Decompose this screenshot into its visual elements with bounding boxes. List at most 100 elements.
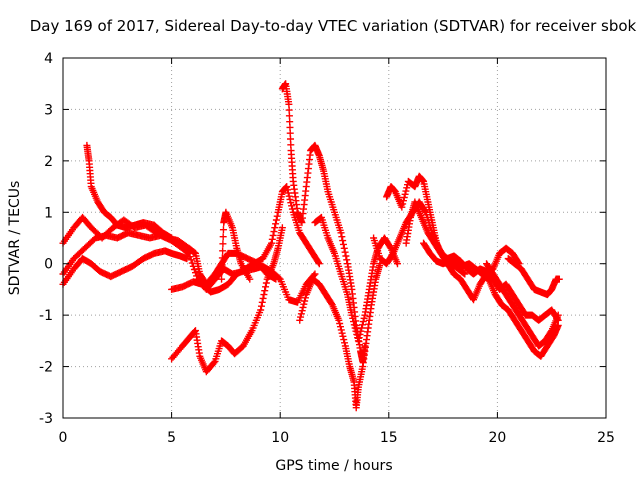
- data-point: [257, 306, 265, 314]
- data-point: [218, 261, 226, 269]
- data-point: [357, 327, 365, 335]
- data-point: [269, 231, 277, 239]
- data-point: [191, 269, 199, 277]
- data-point: [350, 318, 358, 326]
- data-point: [219, 226, 227, 234]
- data-point: [286, 195, 294, 203]
- y-tick-label: 3: [44, 102, 53, 118]
- data-point: [399, 200, 407, 208]
- data-point: [315, 260, 323, 268]
- data-point: [400, 194, 408, 201]
- data-point: [190, 266, 198, 273]
- data-point: [168, 234, 176, 242]
- data-point: [358, 324, 366, 332]
- data-point: [288, 202, 296, 210]
- plot-frame: [62, 57, 607, 419]
- data-point: [398, 203, 406, 211]
- data-point: [358, 321, 366, 329]
- data-point: [311, 270, 319, 278]
- data-point: [210, 359, 218, 367]
- data-point: [343, 256, 351, 264]
- data-point: [339, 332, 347, 340]
- data-point: [336, 323, 344, 331]
- data-point: [351, 324, 359, 332]
- data-point: [338, 329, 346, 337]
- data-point: [185, 249, 193, 257]
- data-point: [218, 275, 226, 283]
- chart-title: Day 169 of 2017, Sidereal Day-to-day VTE…: [30, 17, 637, 35]
- data-point: [246, 275, 254, 283]
- data-point: [188, 259, 196, 267]
- data-point: [189, 262, 197, 270]
- series-track-c: [59, 247, 191, 288]
- data-point: [356, 330, 364, 338]
- data-point: [388, 251, 396, 259]
- data-point: [354, 337, 362, 345]
- x-tick-label: 15: [380, 430, 398, 446]
- x-tick-label: 10: [271, 430, 289, 446]
- data-point: [284, 186, 292, 194]
- data-point: [421, 207, 429, 215]
- data-point: [360, 314, 368, 322]
- data-point: [300, 300, 308, 308]
- series-track-o: [504, 255, 563, 299]
- series-track-e: [168, 183, 323, 296]
- x-tick-label: 0: [59, 430, 68, 446]
- data-point: [342, 252, 350, 260]
- data-point: [278, 224, 286, 232]
- data-point: [355, 334, 363, 342]
- data-point: [297, 313, 305, 321]
- x-tick-label: 20: [488, 430, 506, 446]
- y-tick-label: -1: [39, 308, 53, 324]
- data-point: [350, 321, 358, 329]
- data-point: [219, 247, 227, 255]
- series-track-g: [218, 208, 254, 283]
- data-point: [336, 320, 344, 327]
- data-point: [270, 228, 278, 236]
- data-point: [272, 216, 280, 224]
- y-tick-label: 4: [44, 51, 53, 67]
- data-point: [359, 318, 367, 326]
- series-track-p: [402, 198, 562, 324]
- data-point: [314, 258, 322, 266]
- data-point: [393, 260, 401, 268]
- data-point: [341, 339, 349, 347]
- y-axis-label: SDTVAR / TECUs: [7, 181, 23, 296]
- data-point: [337, 326, 345, 334]
- data-point: [268, 239, 276, 247]
- y-tick-label: 0: [44, 257, 53, 273]
- data-point: [339, 237, 347, 245]
- data-point: [299, 303, 307, 311]
- data-point: [257, 302, 265, 310]
- data-point: [399, 197, 407, 205]
- data-point: [340, 336, 348, 344]
- data-point: [547, 328, 555, 336]
- data-point: [285, 192, 293, 200]
- x-tick-label: 5: [167, 430, 176, 446]
- data-point: [553, 315, 561, 323]
- data-point: [348, 311, 356, 319]
- series-track-j: [311, 213, 401, 345]
- data-point: [341, 248, 349, 256]
- series-track-d: [83, 141, 176, 242]
- data-point: [338, 233, 346, 241]
- data-point: [284, 189, 292, 197]
- data-point: [219, 240, 227, 248]
- data-point: [259, 294, 267, 302]
- data-point: [183, 255, 191, 263]
- data-point: [261, 287, 269, 295]
- data-point: [340, 244, 348, 252]
- data-point: [401, 190, 409, 198]
- data-point: [554, 316, 562, 324]
- data-point: [283, 183, 291, 191]
- data-point: [339, 240, 347, 248]
- data-point: [262, 279, 270, 287]
- data-point: [273, 212, 281, 220]
- x-axis-label: GPS time / hours: [275, 458, 392, 474]
- data-point: [218, 268, 226, 276]
- series-track-i: [296, 260, 384, 412]
- data-point: [301, 297, 309, 305]
- data-point: [187, 256, 195, 264]
- data-point: [262, 283, 270, 291]
